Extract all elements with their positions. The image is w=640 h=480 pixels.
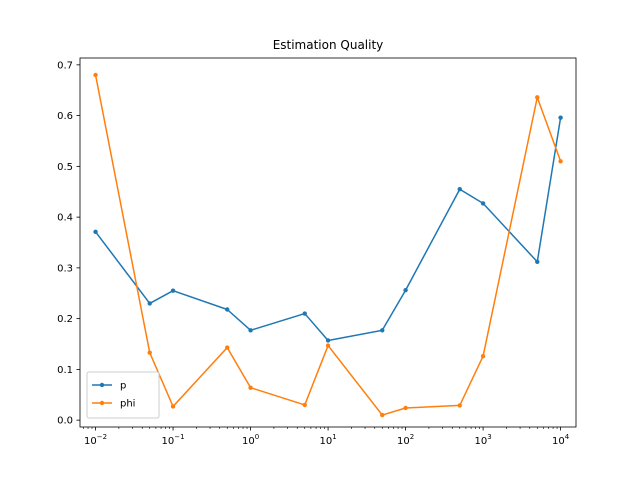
data-point-p: [457, 187, 462, 192]
data-point-p: [225, 307, 230, 312]
x-tick-label: 102: [397, 433, 414, 447]
chart-title: Estimation Quality: [273, 38, 384, 52]
x-tick-label: 100: [242, 433, 259, 447]
y-tick-label: 0.6: [57, 111, 73, 122]
series-phi: [93, 72, 563, 418]
data-point-phi: [147, 350, 152, 355]
data-point-p: [147, 301, 152, 306]
y-tick-label: 0.4: [57, 213, 73, 224]
series-p: [93, 115, 563, 343]
x-tick-label: 103: [474, 433, 491, 447]
y-tick-label: 0.0: [57, 416, 73, 427]
data-point-phi: [535, 95, 540, 100]
legend-swatch-marker: [99, 382, 105, 388]
x-tick-label: 101: [319, 433, 336, 447]
y-tick-label: 0.3: [57, 263, 73, 274]
data-point-phi: [558, 159, 563, 164]
data-point-p: [380, 328, 385, 333]
data-point-phi: [325, 343, 331, 348]
legend-entry-phi: phi: [92, 399, 135, 410]
y-axis: 0.0 0.1 0.2 0.3 0.4 0.5 0.6 0.7: [57, 60, 80, 427]
legend-box: [86, 371, 160, 419]
data-point-p: [535, 259, 540, 264]
y-tick-label: 0.1: [57, 365, 73, 376]
data-point-phi: [248, 385, 253, 390]
x-tick-label: 10−1: [162, 433, 185, 447]
legend-swatch-marker: [99, 400, 105, 406]
legend-entry-p: p: [92, 381, 126, 392]
x-axis: 10−2 10−1 100 101 102 103 104: [83, 427, 570, 447]
data-point-p: [558, 115, 563, 120]
data-point-phi: [480, 353, 486, 359]
data-point-p: [480, 201, 486, 206]
x-tick-label: 10−2: [84, 433, 107, 447]
data-point-p: [93, 229, 98, 235]
legend: p phi: [86, 371, 160, 419]
data-point-phi: [457, 403, 462, 408]
data-point-p: [403, 288, 408, 293]
data-point-p: [325, 338, 331, 343]
data-point-p: [170, 288, 176, 293]
data-point-phi: [93, 72, 98, 78]
series-layer: [93, 72, 563, 418]
x-tick-label: 104: [552, 433, 570, 447]
data-point-phi: [302, 402, 307, 408]
data-point-phi: [403, 405, 408, 411]
y-tick-label: 0.5: [57, 162, 73, 173]
data-point-p: [302, 311, 307, 316]
legend-label: phi: [120, 399, 135, 410]
data-point-phi: [380, 412, 385, 418]
y-tick-label: 0.2: [57, 314, 73, 325]
data-point-p: [248, 328, 253, 333]
y-tick-label: 0.7: [57, 60, 73, 71]
data-point-phi: [170, 404, 176, 409]
legend-label: p: [120, 381, 126, 392]
data-point-phi: [225, 345, 230, 350]
